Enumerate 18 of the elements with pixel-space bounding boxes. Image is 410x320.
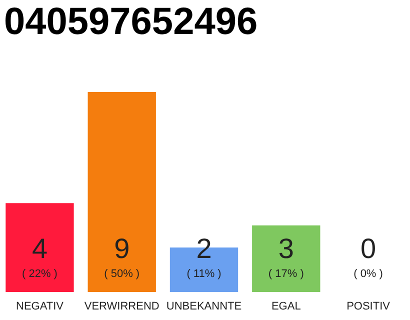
bar (252, 225, 320, 292)
x-tick-label: EGAL (271, 300, 301, 312)
annotation: ( 50% ) (104, 268, 140, 280)
chart-title: 040597652496 (4, 1, 258, 43)
x-tick-label: VERWIRREND (84, 300, 160, 312)
data-label: 3 (278, 233, 294, 264)
bar (88, 92, 156, 292)
x-tick-label: NEGATIV (16, 300, 64, 312)
data-label: 9 (114, 233, 130, 264)
annotation: ( 17% ) (268, 268, 304, 280)
annotation: ( 0% ) (354, 268, 383, 280)
annotation: ( 22% ) (22, 268, 58, 280)
data-label: 0 (360, 233, 376, 264)
annotation: ( 11% ) (186, 268, 222, 280)
x-tick-label: UNBEKANNTE (166, 300, 242, 312)
x-tick-label: POSITIV (346, 300, 391, 312)
data-label: 4 (32, 233, 48, 264)
bar (6, 203, 74, 292)
